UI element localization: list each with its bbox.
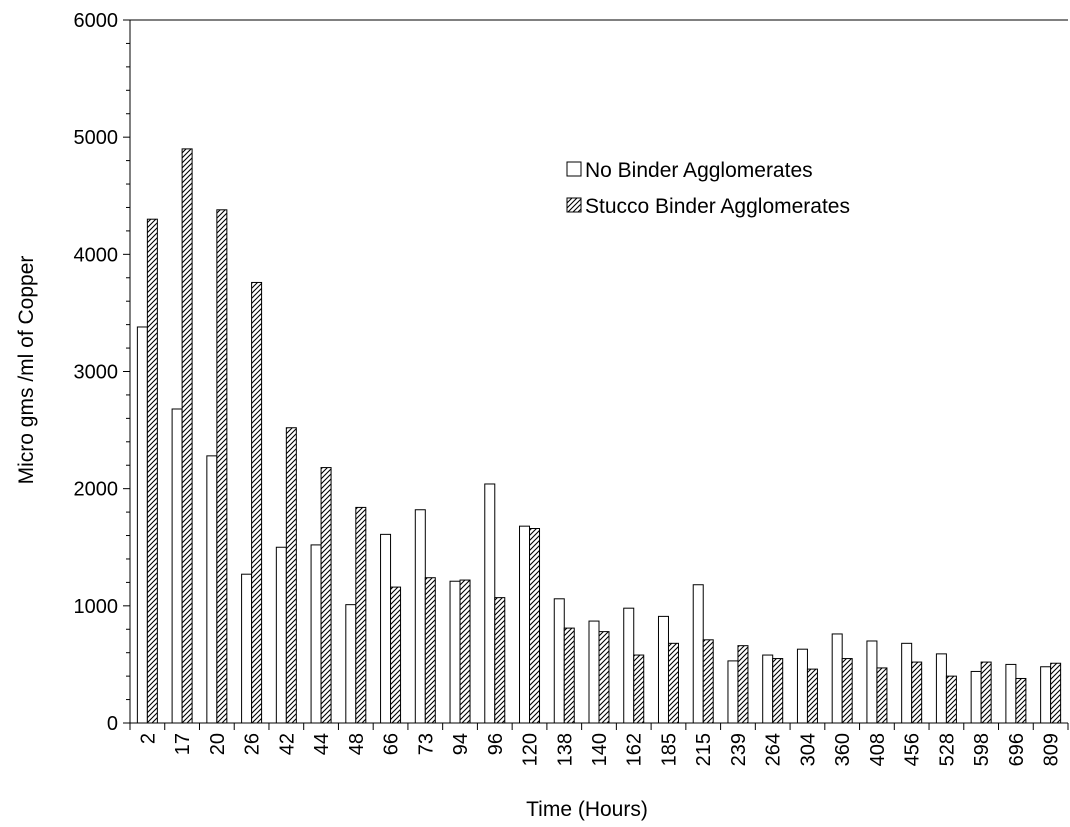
bar-no-binder-44 (310, 544, 322, 724)
x-tick-label: 120 (520, 733, 542, 766)
bar-no-binder-140 (588, 620, 600, 724)
bars-group (136, 148, 1062, 724)
y-tick-label: 6000 (74, 10, 119, 32)
bar-stucco-binder-304 (806, 668, 818, 724)
bar-no-binder-138 (553, 598, 565, 724)
x-tick-label: 42 (276, 733, 298, 755)
x-tick-label: 264 (763, 733, 785, 766)
bar-no-binder-598 (970, 670, 982, 724)
bar-stucco-binder-120 (529, 528, 541, 724)
bar-stucco-binder-185 (667, 642, 679, 724)
x-tick-label: 73 (415, 733, 437, 755)
bar-stucco-binder-94 (459, 579, 471, 724)
bar-stucco-binder-264 (772, 658, 784, 724)
y-axis-title: Micro gms /ml of Copper (15, 256, 38, 485)
x-tick-label: 66 (381, 733, 403, 755)
bar-no-binder-264 (762, 654, 774, 724)
bar-no-binder-696 (1005, 663, 1017, 724)
bar-stucco-binder-528 (945, 675, 957, 724)
bar-no-binder-360 (831, 633, 843, 724)
y-tick-label: 1000 (74, 596, 119, 618)
x-tick-label: 304 (797, 733, 819, 766)
bar-no-binder-20 (206, 455, 218, 724)
x-tick-label: 140 (589, 733, 611, 766)
bar-stucco-binder-809 (1050, 662, 1062, 724)
x-tick-label: 138 (554, 733, 576, 766)
bar-no-binder-408 (866, 640, 878, 724)
y-tick-label: 2000 (74, 479, 119, 501)
bar-no-binder-185 (657, 615, 669, 724)
bar-stucco-binder-96 (494, 597, 506, 724)
legend-swatch-no-binder (566, 161, 582, 177)
bar-no-binder-42 (275, 546, 287, 724)
legend: No Binder Agglomerates Stucco Binder Agg… (566, 159, 850, 218)
bar-stucco-binder-26 (251, 281, 263, 724)
x-tick-label: 44 (311, 733, 333, 755)
bar-stucco-binder-408 (876, 667, 888, 724)
x-tick-label: 528 (936, 733, 958, 766)
x-tick-label: 17 (172, 733, 194, 755)
bar-no-binder-2 (136, 326, 148, 724)
x-tick-label: 48 (346, 733, 368, 755)
bar-no-binder-17 (171, 408, 183, 724)
bar-no-binder-162 (623, 607, 635, 724)
bar-stucco-binder-162 (633, 654, 645, 724)
bar-stucco-binder-48 (355, 506, 367, 724)
x-tick-label: 456 (902, 733, 924, 766)
bar-stucco-binder-360 (841, 658, 853, 724)
bar-no-binder-26 (241, 573, 253, 724)
x-tick-label: 26 (242, 733, 264, 755)
x-tick-label: 239 (728, 733, 750, 766)
bar-stucco-binder-66 (390, 586, 402, 724)
bar-stucco-binder-239 (737, 645, 749, 724)
x-tick-label: 598 (971, 733, 993, 766)
tick-labels-group: 0 1000 2000 3000 4000 5000 6000 2 17 20 26 42 44 48 66… (74, 10, 1063, 766)
x-tick-label: 185 (658, 733, 680, 766)
bar-no-binder-528 (935, 653, 947, 724)
y-tick-label: 0 (107, 713, 118, 735)
bar-no-binder-304 (796, 648, 808, 724)
bar-stucco-binder-138 (563, 627, 575, 724)
bar-no-binder-809 (1040, 666, 1052, 724)
bar-no-binder-73 (414, 509, 426, 724)
axes-group (123, 19, 1069, 730)
bar-stucco-binder-140 (598, 631, 610, 724)
y-tick-label: 4000 (74, 244, 119, 266)
x-tick-label: 94 (450, 733, 472, 755)
x-tick-label: 360 (832, 733, 854, 766)
x-tick-label: 696 (1006, 733, 1028, 766)
y-tick-label: 3000 (74, 362, 119, 384)
legend-label-stucco-binder: Stucco Binder Agglomerates (585, 195, 850, 218)
bar-no-binder-66 (380, 533, 392, 724)
x-tick-label: 408 (867, 733, 889, 766)
x-tick-label: 2 (137, 733, 159, 744)
bar-no-binder-120 (519, 525, 531, 724)
x-axis-title: Time (Hours) (526, 798, 648, 821)
bar-stucco-binder-215 (702, 639, 714, 724)
bar-no-binder-94 (449, 580, 461, 724)
x-tick-label: 20 (207, 733, 229, 755)
bar-stucco-binder-73 (424, 577, 436, 724)
x-tick-label: 809 (1041, 733, 1063, 766)
bar-no-binder-239 (727, 660, 739, 724)
bar-no-binder-96 (484, 483, 496, 724)
legend-swatch-stucco-binder (566, 197, 582, 213)
y-tick-label: 5000 (74, 127, 119, 149)
bar-stucco-binder-456 (911, 661, 923, 724)
bar-stucco-binder-696 (1015, 677, 1027, 724)
bar-stucco-binder-42 (285, 427, 297, 724)
bar-stucco-binder-20 (216, 209, 228, 724)
x-tick-label: 215 (693, 733, 715, 766)
bar-stucco-binder-17 (181, 148, 193, 724)
bar-no-binder-456 (901, 642, 913, 724)
bar-stucco-binder-44 (320, 467, 332, 724)
x-tick-label: 96 (485, 733, 507, 755)
bar-no-binder-215 (692, 584, 704, 724)
legend-label-no-binder: No Binder Agglomerates (585, 159, 813, 182)
bar-stucco-binder-2 (146, 218, 158, 724)
bar-no-binder-48 (345, 604, 357, 724)
bar-stucco-binder-598 (980, 661, 992, 724)
x-tick-label: 162 (624, 733, 646, 766)
